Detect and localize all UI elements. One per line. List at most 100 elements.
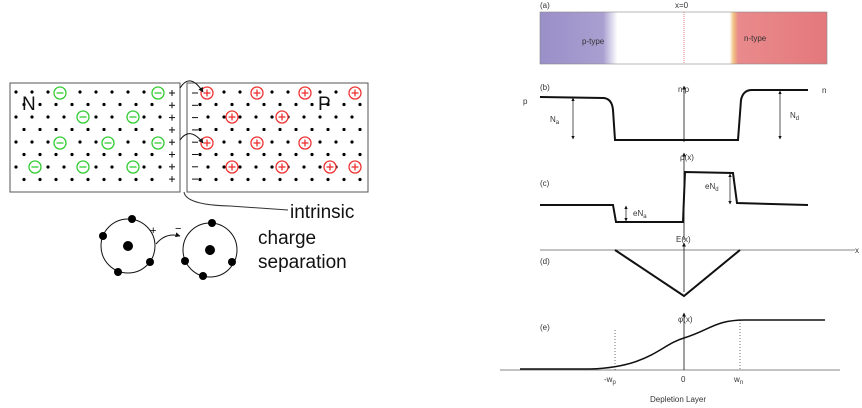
lattice-dot [294, 103, 297, 106]
lattice-dot [78, 140, 81, 143]
lattice-dot [198, 178, 201, 181]
lattice-dot [142, 165, 145, 168]
lattice-dot [86, 153, 89, 156]
caption: charge [258, 228, 316, 249]
lattice-dot [222, 90, 225, 93]
lattice-dot [318, 115, 321, 118]
lattice-dot [46, 115, 49, 118]
lattice-dot [86, 103, 89, 106]
lattice-dot [214, 103, 217, 106]
lattice-dot [310, 153, 313, 156]
lattice-dot [278, 103, 281, 106]
lattice-dot [14, 165, 17, 168]
lattice-dot [86, 178, 89, 181]
lattice-dot [142, 90, 145, 93]
lattice-dot [278, 128, 281, 131]
lattice-dot [62, 165, 65, 168]
lattice-dot [198, 103, 201, 106]
lattice-dot [142, 115, 145, 118]
lattice-dot [326, 128, 329, 131]
lattice-dot [238, 165, 241, 168]
lattice-dot [230, 178, 233, 181]
lattice-dot [334, 140, 337, 143]
lattice-dot [342, 103, 345, 106]
lattice-dot [318, 140, 321, 143]
lattice-dot [254, 115, 257, 118]
lattice-dot [294, 153, 297, 156]
tick-label: 0 [681, 375, 686, 384]
footer: Depletion Layer [650, 395, 706, 404]
lattice-dot [14, 115, 17, 118]
lattice-dot [102, 128, 105, 131]
lattice-dot [198, 153, 201, 156]
lattice-dot [302, 165, 305, 168]
lattice-dot [230, 153, 233, 156]
curve-label: n [822, 86, 826, 95]
lattice-dot [118, 153, 121, 156]
lattice-dot [94, 115, 97, 118]
lattice-dot [230, 103, 233, 106]
lattice-dot [246, 153, 249, 156]
lattice-dot [222, 165, 225, 168]
pointer [184, 192, 288, 210]
curves [500, 86, 855, 370]
lattice-dot [38, 153, 41, 156]
lattice-dot [246, 178, 249, 181]
axis-label: n,p [678, 85, 690, 94]
na-label: Na [550, 115, 560, 126]
crystal-lattice [10, 83, 368, 192]
lattice-dot [22, 153, 25, 156]
lattice-dot [270, 90, 273, 93]
lattice-dot [54, 153, 57, 156]
p-region [187, 83, 368, 192]
lattice-dot [222, 115, 225, 118]
lattice-dot [94, 90, 97, 93]
lattice-dot [238, 140, 241, 143]
lattice-dot [358, 103, 361, 106]
x0-label: x=0 [675, 1, 689, 10]
end-label: eNd [705, 182, 719, 193]
lattice-dot [110, 165, 113, 168]
lattice-dot [334, 90, 337, 93]
axis-label: ρ(x) [680, 153, 694, 162]
lattice-dot [62, 115, 65, 118]
x-axis-label: x [855, 246, 859, 255]
lattice-dot [334, 115, 337, 118]
lattice-dot [102, 103, 105, 106]
lattice-dot [134, 153, 137, 156]
lattice-dot [238, 90, 241, 93]
lattice-dot [46, 140, 49, 143]
lattice-dot [230, 128, 233, 131]
bond-sign: − [175, 223, 181, 235]
lattice-dot [78, 90, 81, 93]
lattice-dot [270, 165, 273, 168]
lattice-dot [262, 128, 265, 131]
nd-label: Nd [790, 111, 799, 122]
panel-tag: (e) [540, 323, 550, 332]
lattice-dot [270, 140, 273, 143]
tick-label: wn [733, 375, 743, 386]
lattice-dot [358, 178, 361, 181]
lattice-dot [318, 165, 321, 168]
lattice-dot [134, 178, 137, 181]
lattice-dot [70, 128, 73, 131]
lattice-dot [126, 90, 129, 93]
lattice-dot [38, 178, 41, 181]
lattice-dot [150, 128, 153, 131]
axis-label: φ(x) [678, 315, 693, 324]
panel-tag: (d) [540, 257, 550, 266]
lattice-dot [246, 103, 249, 106]
lattice-dot [206, 115, 209, 118]
lattice-dot [158, 165, 161, 168]
lattice-dot [310, 128, 313, 131]
lattice-dot [118, 178, 121, 181]
lattice-dot [198, 128, 201, 131]
lattice-dot [150, 103, 153, 106]
bond-sign: + [150, 225, 156, 237]
lattice-dot [262, 103, 265, 106]
lattice-dot [262, 153, 265, 156]
lattice-dot [342, 153, 345, 156]
panel-tag: (a) [540, 1, 550, 10]
lattice-dot [286, 140, 289, 143]
panel-tag: (b) [540, 83, 550, 92]
